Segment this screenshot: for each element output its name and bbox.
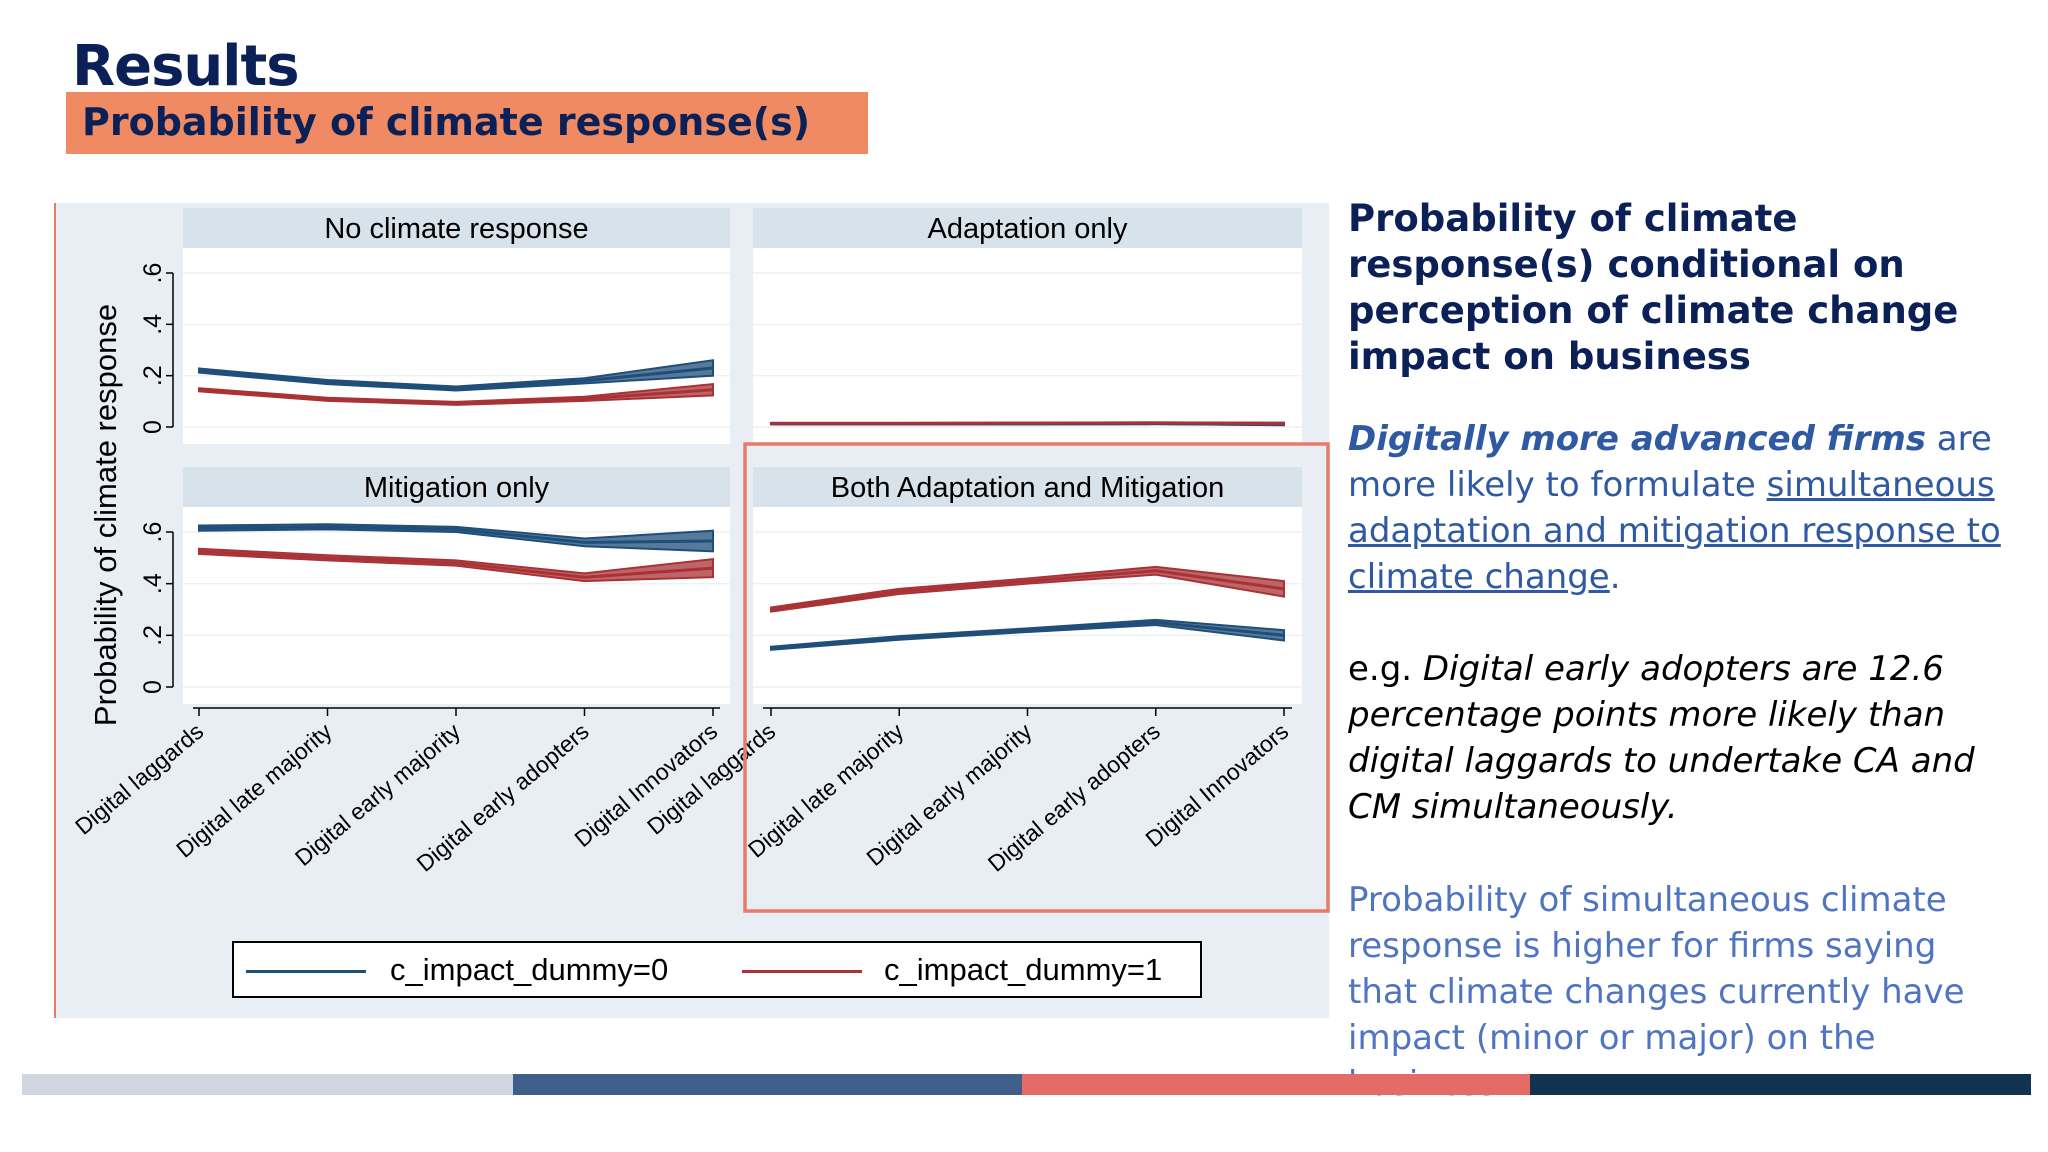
series-line-1 xyxy=(770,569,1285,611)
footer-stripe-1 xyxy=(513,1074,1022,1095)
y-tick-label: 0 xyxy=(139,420,167,434)
ci-band-0 xyxy=(770,618,1285,651)
chart-legend: c_impact_dummy=0 c_impact_dummy=1 xyxy=(232,941,1202,998)
footer-stripe-2 xyxy=(1022,1074,1530,1095)
panel-title: Adaptation only xyxy=(928,213,1128,245)
finding-paragraph: Digitally more advanced firms are more l… xyxy=(1348,416,2008,600)
panel-plot-area xyxy=(753,248,1302,444)
panel-1: Adaptation only xyxy=(753,208,1302,444)
y-tick-label: 0 xyxy=(139,680,167,694)
climate-response-chart: No climate response Adaptation only Mitiga… xyxy=(54,203,1330,1018)
panel-header xyxy=(183,208,730,248)
panel-header xyxy=(753,467,1302,507)
y-tick-label: .2 xyxy=(139,625,167,646)
page-subtitle: Probability of climate response(s) xyxy=(82,100,811,144)
footer-stripe-3 xyxy=(1530,1074,2031,1095)
legend-label-1: c_impact_dummy=1 xyxy=(884,952,1163,987)
legend-line-0 xyxy=(246,970,366,973)
series-line-0 xyxy=(198,366,714,391)
panel-header xyxy=(753,208,1302,248)
highlight-box xyxy=(743,442,1330,913)
series-line-1 xyxy=(198,549,714,579)
example-prefix: e.g. xyxy=(1348,649,1413,689)
panel-0: No climate response xyxy=(183,208,730,444)
finding-underlined: simultaneous adaptation and mitigation r… xyxy=(1348,465,2001,597)
finding-text: are more likely to formulate xyxy=(1348,419,1992,505)
panel-3: Both Adaptation and Mitigation xyxy=(753,467,1302,704)
series-line-0 xyxy=(198,525,714,544)
ci-band-0 xyxy=(198,523,714,553)
series-line-0 xyxy=(770,620,1285,650)
finding-period: . xyxy=(1609,557,1621,597)
conclusion-paragraph: Probability of simultaneous climate resp… xyxy=(1348,880,1965,1104)
panel-header xyxy=(183,467,730,507)
panel-title: Both Adaptation and Mitigation xyxy=(831,472,1224,504)
y-tick-label: .4 xyxy=(139,314,167,335)
ci-band-1 xyxy=(770,565,1285,613)
y-tick-label: .6 xyxy=(139,522,167,543)
panel-title: No climate response xyxy=(324,213,588,245)
y-tick-label: .4 xyxy=(139,573,167,594)
panel-title: Mitigation only xyxy=(364,472,550,504)
y-tick-label: .2 xyxy=(139,365,167,386)
page-title: Results xyxy=(72,34,300,99)
panel-2: Mitigation only xyxy=(183,467,730,704)
example-text: Digital early adopters are 12.6 percenta… xyxy=(1348,649,1975,827)
legend-label-0: c_impact_dummy=0 xyxy=(390,952,669,987)
panel-plot-area xyxy=(183,248,730,444)
legend-line-1 xyxy=(742,970,862,973)
y-axis-label: Probability of climate response xyxy=(88,304,123,726)
example-paragraph: e.g. Digital early adopters are 12.6 per… xyxy=(1348,646,2008,830)
y-tick-label: .6 xyxy=(139,263,167,284)
series-line-1 xyxy=(198,388,714,405)
subtitle-banner: Probability of climate response(s) xyxy=(66,92,868,154)
finding-emphasis: Digitally more advanced firms xyxy=(1348,419,1926,459)
series-line-1 xyxy=(771,421,1285,425)
side-heading: Probability of climate response(s) condi… xyxy=(1348,197,1959,378)
footer-stripe-0 xyxy=(22,1074,513,1095)
panel-plot-area xyxy=(753,507,1302,704)
